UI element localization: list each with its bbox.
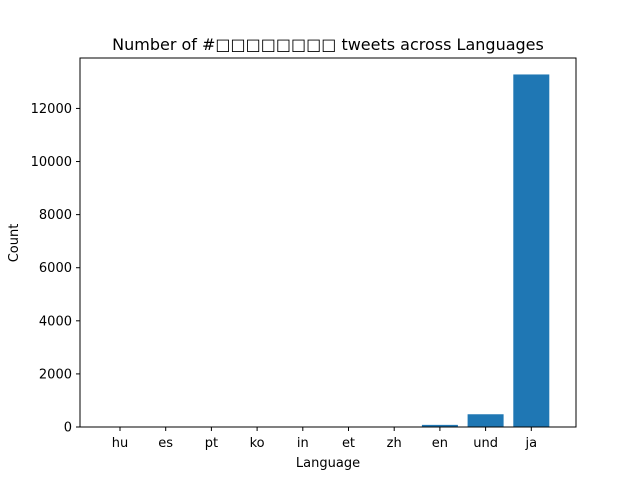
x-tick-label: in bbox=[297, 436, 309, 451]
y-tick-label: 10000 bbox=[31, 155, 72, 170]
y-tick-label: 8000 bbox=[39, 208, 72, 223]
bar-und bbox=[468, 414, 504, 427]
x-tick-label: ko bbox=[250, 436, 265, 451]
x-tick-label: ja bbox=[525, 436, 538, 451]
y-tick-label: 2000 bbox=[39, 367, 72, 382]
x-tick-label: et bbox=[342, 436, 355, 451]
x-tick-label: en bbox=[432, 436, 448, 451]
x-axis: hu es pt ko in et zh en und ja bbox=[112, 427, 537, 451]
bars-layer bbox=[102, 74, 549, 427]
y-tick-label: 4000 bbox=[39, 314, 72, 329]
x-tick-label: zh bbox=[387, 436, 402, 451]
x-tick-label: und bbox=[473, 436, 498, 451]
x-tick-label: pt bbox=[205, 436, 218, 451]
x-tick-label: hu bbox=[112, 436, 128, 451]
y-tick-label: 12000 bbox=[31, 102, 72, 117]
chart-title: Number of #□□□□□□□□ tweets across Langua… bbox=[112, 35, 544, 54]
y-axis-label: Count bbox=[7, 224, 22, 263]
x-tick-label: es bbox=[158, 436, 173, 451]
y-tick-label: 6000 bbox=[39, 261, 72, 276]
bar-ja bbox=[513, 74, 549, 427]
y-axis: 0 2000 4000 6000 8000 10000 12000 bbox=[31, 102, 80, 436]
x-axis-label: Language bbox=[296, 456, 360, 471]
y-tick-label: 0 bbox=[64, 421, 72, 436]
plot-area-frame bbox=[80, 58, 576, 427]
